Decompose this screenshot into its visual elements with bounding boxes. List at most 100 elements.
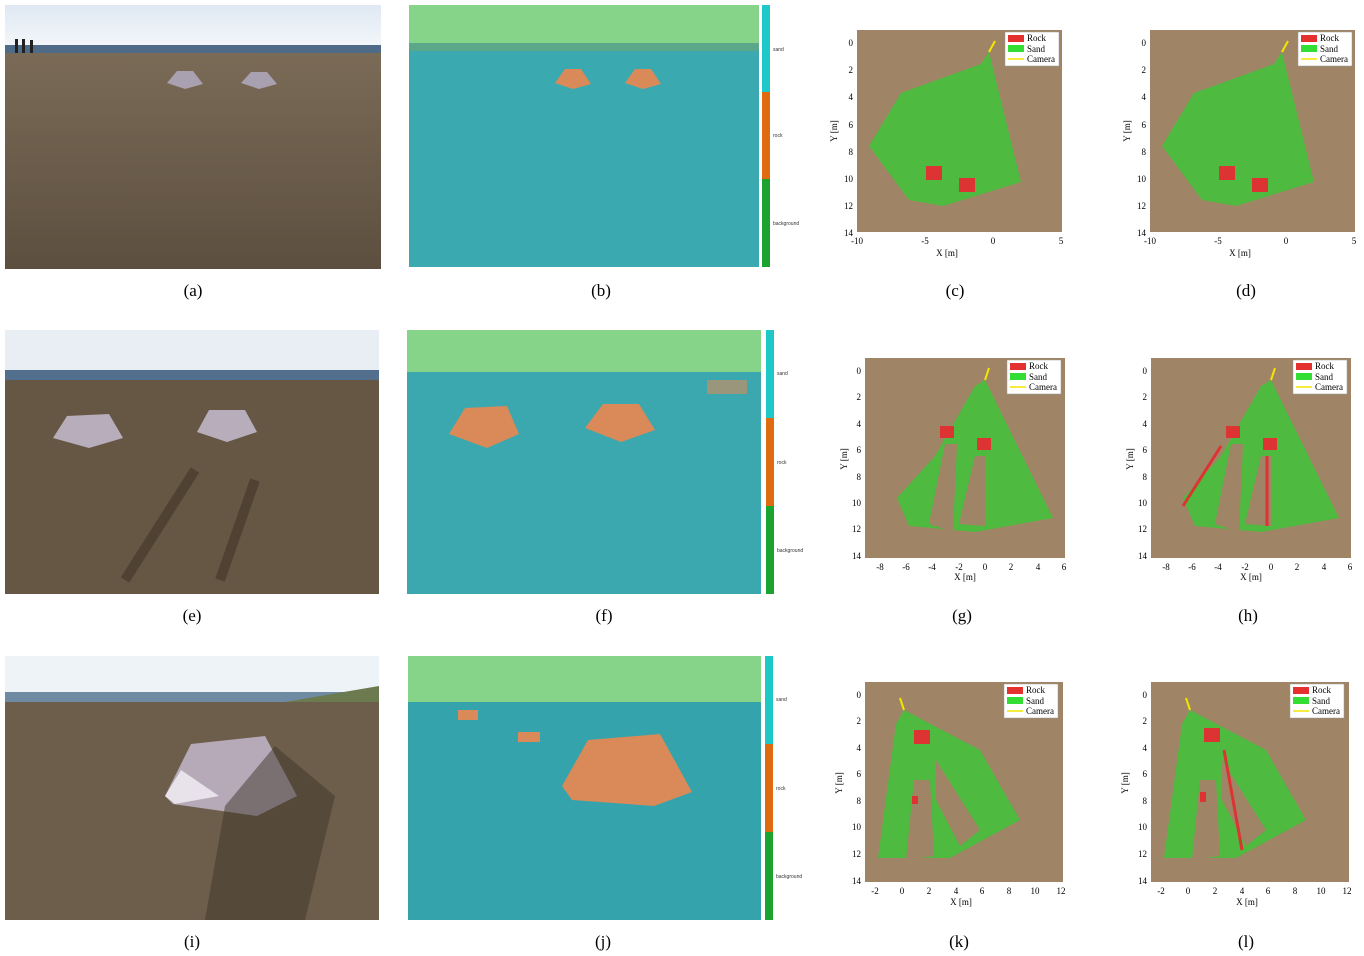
x-tick-label: -10	[851, 236, 863, 246]
y-tick-label: 4	[1142, 92, 1147, 102]
map-d: Rock Sand Camera X [m] Y [m] -10 -5 0 5 …	[1122, 30, 1357, 258]
y-tick-label: 0	[1143, 366, 1148, 376]
y-axis-label: Y [m]	[839, 448, 849, 469]
colorbar-label-sand: sand	[773, 47, 784, 53]
segmentation-f	[407, 330, 761, 594]
x-tick-label: -8	[876, 562, 884, 572]
x-tick-label: 4	[954, 886, 959, 896]
x-axis-label: X [m]	[1236, 897, 1258, 907]
x-tick-label: 0	[983, 562, 988, 572]
x-tick-labels: -8 -6 -4 -2 0 2 4 6	[1162, 562, 1353, 572]
x-tick-label: 0	[1284, 236, 1289, 246]
caption-a: (a)	[183, 281, 203, 300]
legend-camera: Camera	[1320, 54, 1348, 64]
legend-rock: Rock	[1315, 361, 1334, 371]
x-tick-label: -8	[1162, 562, 1170, 572]
y-tick-label: 2	[857, 716, 862, 726]
legend-camera: Camera	[1026, 706, 1054, 716]
colorbar-label-background: background	[776, 874, 803, 880]
caption-h: (h)	[1238, 606, 1258, 625]
x-tick-label: -2	[871, 886, 879, 896]
photo-i	[5, 656, 379, 920]
y-tick-label: 14	[1138, 876, 1148, 886]
y-tick-label: 4	[849, 92, 854, 102]
x-tick-label: -5	[1214, 236, 1222, 246]
map-legend: Rock Sand Camera	[1006, 359, 1062, 395]
legend-sand: Sand	[1029, 372, 1048, 382]
y-tick-label: 4	[857, 419, 862, 429]
colorbar-label-background: background	[773, 221, 800, 227]
colorbar-j	[765, 656, 773, 920]
x-tick-label: 0	[991, 236, 996, 246]
y-tick-label: 8	[1142, 147, 1147, 157]
y-tick-label: 14	[1138, 551, 1148, 561]
x-tick-label: 6	[1348, 562, 1353, 572]
x-tick-labels: -10 -5 0 5	[851, 236, 1064, 246]
legend-rock: Rock	[1027, 33, 1046, 43]
x-tick-label: -6	[1188, 562, 1196, 572]
legend-rock: Rock	[1312, 685, 1331, 695]
y-tick-label: 10	[1137, 174, 1147, 184]
x-axis-label: X [m]	[1240, 572, 1262, 582]
y-tick-label: 4	[857, 743, 862, 753]
y-tick-label: 14	[852, 551, 862, 561]
colorbar-f	[766, 330, 774, 594]
x-tick-label: 10	[1031, 886, 1041, 896]
y-tick-label: 2	[849, 65, 854, 75]
legend-camera: Camera	[1315, 382, 1343, 392]
y-axis-label: Y [m]	[834, 772, 844, 793]
y-tick-label: 0	[857, 690, 862, 700]
x-axis-label: X [m]	[936, 248, 958, 258]
legend-camera: Camera	[1029, 382, 1057, 392]
x-tick-label: 2	[1213, 886, 1218, 896]
y-tick-label: 6	[1143, 445, 1148, 455]
y-tick-labels: 0 2 4 6 8 10 12 14	[844, 38, 854, 238]
map-legend: Rock Sand Camera	[1297, 31, 1353, 67]
y-tick-label: 10	[852, 822, 862, 832]
y-tick-label: 2	[1143, 716, 1148, 726]
y-tick-label: 6	[857, 769, 862, 779]
legend-sand: Sand	[1315, 372, 1334, 382]
y-tick-label: 14	[844, 228, 854, 238]
x-axis-label: X [m]	[1229, 248, 1251, 258]
x-tick-label: 2	[927, 886, 932, 896]
y-tick-label: 10	[1138, 822, 1148, 832]
x-tick-label: 8	[1293, 886, 1298, 896]
legend-sand: Sand	[1312, 696, 1331, 706]
x-tick-label: -2	[955, 562, 963, 572]
y-tick-label: 2	[1142, 65, 1147, 75]
x-tick-label: 10	[1317, 886, 1327, 896]
caption-b: (b)	[591, 281, 611, 300]
y-tick-label: 4	[1143, 743, 1148, 753]
y-axis-label: Y [m]	[829, 120, 839, 141]
map-legend: Rock Sand Camera	[1003, 683, 1059, 719]
y-tick-label: 6	[1142, 120, 1147, 130]
y-tick-labels: 0 2 4 6 8 10 12 14	[1137, 38, 1147, 238]
y-axis-label: Y [m]	[1122, 120, 1132, 141]
y-tick-label: 10	[844, 174, 854, 184]
x-tick-label: 8	[1007, 886, 1012, 896]
y-tick-label: 8	[857, 472, 862, 482]
y-tick-label: 12	[844, 201, 853, 211]
x-tick-labels: -8 -6 -4 -2 0 2 4 6	[876, 562, 1067, 572]
x-tick-label: 2	[1009, 562, 1014, 572]
y-tick-label: 2	[1143, 392, 1148, 402]
x-tick-label: 0	[1269, 562, 1274, 572]
x-tick-label: -4	[1214, 562, 1222, 572]
x-tick-label: 6	[1062, 562, 1067, 572]
legend-sand: Sand	[1027, 44, 1046, 54]
map-legend: Rock Sand Camera	[1292, 359, 1348, 395]
x-tick-label: 12	[1343, 886, 1352, 896]
x-tick-label: 6	[980, 886, 985, 896]
caption-e: (e)	[182, 606, 202, 625]
caption-j: (j)	[594, 932, 612, 951]
x-tick-label: 5	[1352, 236, 1357, 246]
x-tick-label: 6	[1266, 886, 1271, 896]
y-tick-label: 0	[1143, 690, 1148, 700]
y-tick-label: 12	[852, 524, 861, 534]
caption-i: (i)	[183, 932, 201, 951]
y-tick-labels: 0 2 4 6 8 10 12 14	[852, 690, 862, 886]
map-k: Rock Sand Camera X [m] Y [m] -2 0 2 4 6 …	[834, 682, 1066, 907]
caption-c: (c)	[945, 281, 965, 300]
x-tick-label: 0	[1186, 886, 1191, 896]
